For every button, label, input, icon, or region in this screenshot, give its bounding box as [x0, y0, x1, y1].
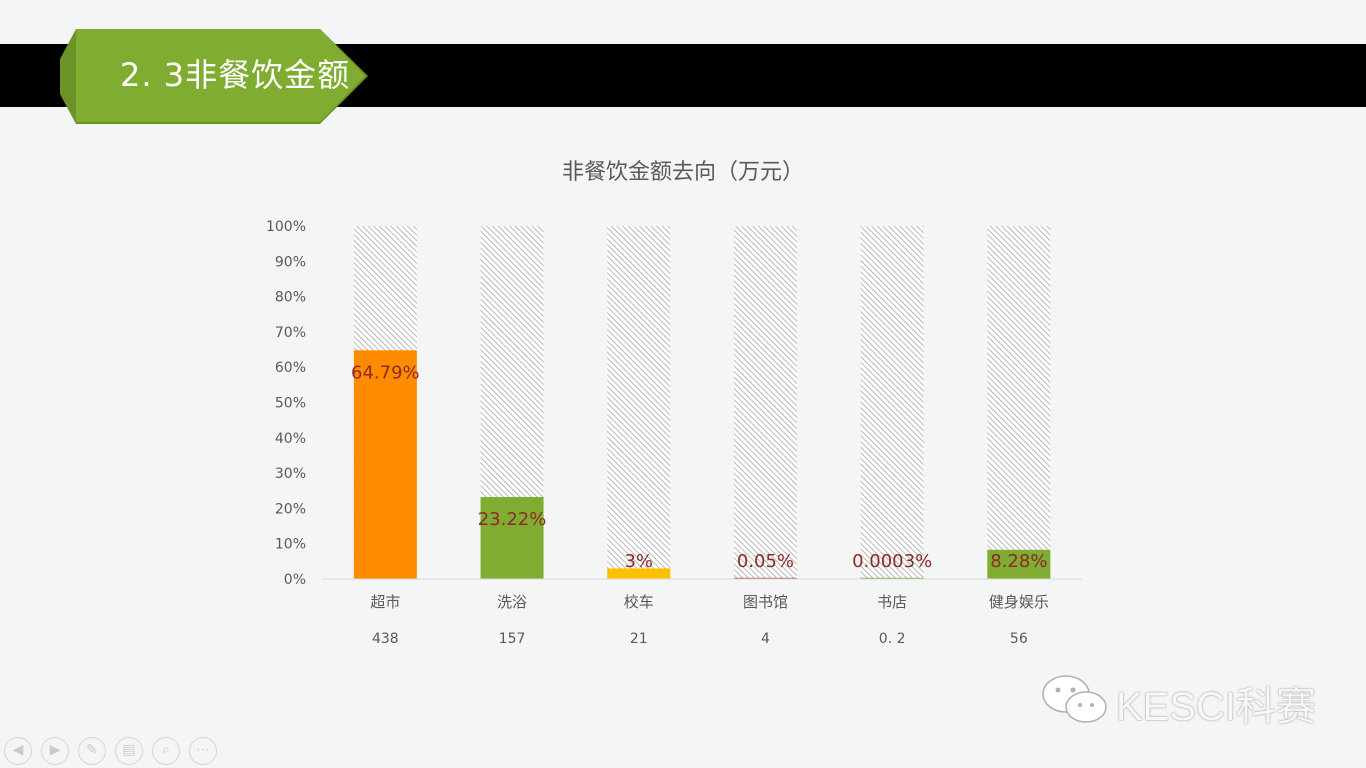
amount-label: 0. 2 [879, 631, 906, 647]
y-tick-label: 50% [275, 396, 306, 412]
amount-label: 438 [372, 631, 399, 647]
bar-background [860, 226, 924, 579]
x-tick-label: 洗浴 [497, 593, 527, 611]
slide-title: 2. 3非餐饮金额 [120, 56, 351, 94]
y-tick-label: 70% [275, 325, 306, 341]
y-tick-label: 30% [275, 466, 306, 482]
amount-label: 21 [630, 631, 648, 647]
y-tick-label: 20% [275, 501, 306, 517]
pen-icon[interactable]: ✎ [78, 737, 106, 765]
x-tick-label: 书店 [877, 593, 907, 611]
data-label: 0.0003% [852, 551, 932, 572]
y-tick-label: 90% [275, 254, 306, 270]
data-label: 0.05% [737, 551, 794, 572]
bar [480, 497, 544, 579]
amount-label: 4 [761, 631, 770, 647]
x-tick-label: 超市 [370, 593, 400, 611]
bar [733, 577, 797, 579]
y-tick-label: 0% [284, 572, 306, 588]
x-tick-label: 健身娱乐 [989, 593, 1049, 611]
data-label: 8.28% [990, 551, 1047, 572]
y-tick-label: 80% [275, 290, 306, 306]
bar [353, 350, 417, 579]
y-tick-label: 10% [275, 537, 306, 553]
y-tick-label: 60% [275, 360, 306, 376]
bar-background [607, 226, 671, 579]
bar-background [987, 226, 1051, 579]
slides-icon[interactable]: ▤ [115, 737, 143, 765]
bar [860, 577, 924, 579]
zoom-icon[interactable]: ⌕ [152, 737, 180, 765]
data-label: 64.79% [351, 362, 420, 383]
more-icon[interactable]: ⋯ [189, 737, 217, 765]
chart-title: 非餐饮金额去向（万元） [561, 160, 804, 185]
data-label: 3% [624, 551, 653, 572]
x-tick-label: 图书馆 [743, 593, 788, 611]
title-ribbon [60, 29, 368, 124]
bar [607, 568, 671, 579]
data-label: 23.22% [478, 509, 547, 530]
amount-label: 56 [1010, 631, 1028, 647]
next-icon[interactable]: ▶ [41, 737, 69, 765]
bar-background [733, 226, 797, 579]
watermark-text: KESCI科赛 [1116, 685, 1317, 729]
prev-icon[interactable]: ◀ [4, 737, 32, 765]
wechat-icon [1040, 672, 1110, 728]
bar [987, 549, 1051, 579]
y-tick-label: 40% [275, 431, 306, 447]
x-tick-label: 校车 [624, 593, 654, 611]
y-tick-label: 100% [266, 219, 306, 235]
amount-label: 157 [499, 631, 526, 647]
